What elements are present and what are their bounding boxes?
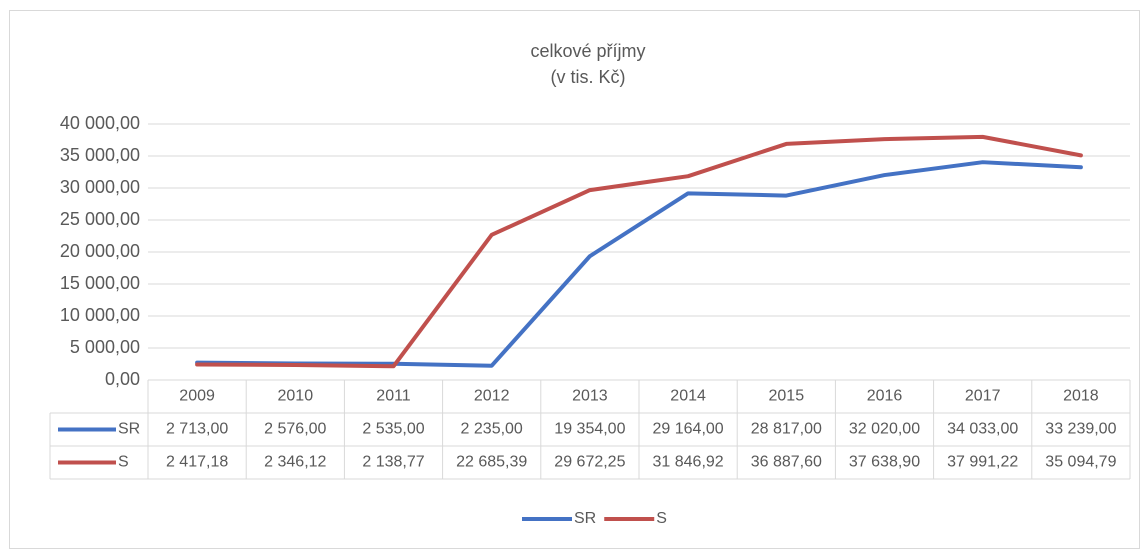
x-tick-label: 2016 [867,388,903,405]
x-tick-label: 2017 [965,388,1001,405]
table-value: 32 020,00 [849,421,920,438]
x-tick-label: 2018 [1063,388,1099,405]
legend-label: S [656,510,667,527]
table-value: 2 417,18 [166,454,228,471]
chart-title: celkové příjmy [530,41,645,61]
x-tick-label: 2012 [474,388,510,405]
table-value: 2 576,00 [264,421,326,438]
x-tick-label: 2009 [179,388,215,405]
table-value: 31 846,92 [653,454,724,471]
y-tick-label: 40 000,00 [60,113,140,133]
table-value: 2 535,00 [362,421,424,438]
x-tick-label: 2014 [670,388,706,405]
table-value: 28 817,00 [751,421,822,438]
x-tick-label: 2013 [572,388,608,405]
table-value: 33 239,00 [1045,421,1116,438]
legend-label: SR [574,510,596,527]
table-value: 36 887,60 [751,454,822,471]
y-tick-label: 5 000,00 [70,337,140,357]
y-tick-label: 25 000,00 [60,209,140,229]
table-value: 35 094,79 [1045,454,1116,471]
table-value: 2 346,12 [264,454,326,471]
table-value: 2 138,77 [362,454,424,471]
series-line [195,160,1083,368]
x-tick-label: 2015 [769,388,805,405]
table-value: 29 164,00 [653,421,724,438]
series-line [195,134,1083,369]
y-tick-label: 15 000,00 [60,273,140,293]
y-tick-label: 20 000,00 [60,241,140,261]
x-tick-label: 2010 [278,388,314,405]
table-value: 19 354,00 [554,421,625,438]
table-value: 34 033,00 [947,421,1018,438]
chart-subtitle: (v tis. Kč) [551,67,626,87]
table-series-name: S [118,454,129,471]
table-value: 22 685,39 [456,454,527,471]
table-series-name: SR [118,421,140,438]
table-value: 29 672,25 [554,454,625,471]
y-tick-label: 35 000,00 [60,145,140,165]
x-tick-label: 2011 [376,388,411,405]
y-tick-label: 10 000,00 [60,305,140,325]
table-value: 2 235,00 [461,421,523,438]
y-tick-label: 30 000,00 [60,177,140,197]
table-value: 37 638,90 [849,454,920,471]
table-value: 37 991,22 [947,454,1018,471]
y-tick-label: 0,00 [105,369,140,389]
table-value: 2 713,00 [166,421,228,438]
chart-border [9,10,1140,549]
